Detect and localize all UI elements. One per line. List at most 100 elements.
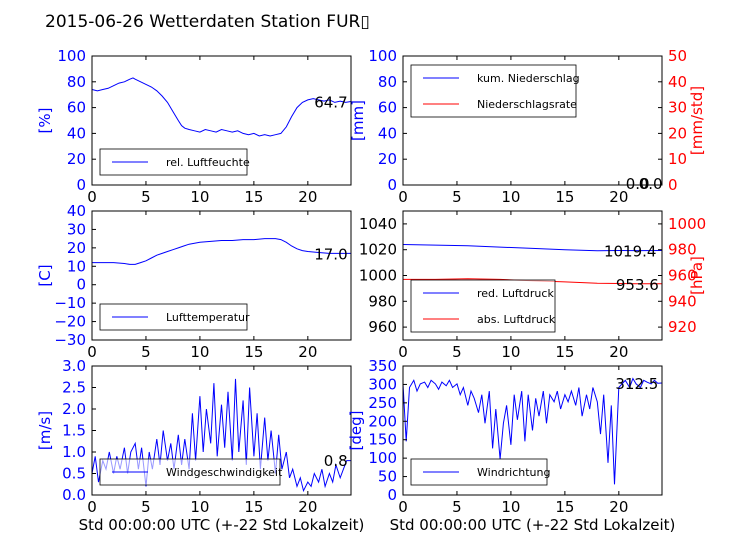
legend: rel. Luftfeuchte [99,148,250,176]
ytick-right-label: 20 [668,124,687,142]
series-group [92,378,351,493]
series-group [403,377,662,485]
ytick-label: 980 [368,292,397,310]
ytick-right-label: 960 [668,267,697,285]
legend: Lufttemperatur [99,303,250,331]
ytick-label: 0 [76,276,86,294]
ytick-label: 0 [387,176,397,194]
ytick-label: 0 [387,486,397,504]
ytick-label: −20 [54,313,86,331]
plot-frame [402,55,663,186]
xtick-label: 20 [609,498,628,516]
panel-wind_speed: 0.0 0.5 1.0 1.5 2.0 2.5 3.0 0 5 10 15 20 [m/s] Std 00… [36,357,364,534]
ylabel-right: [mm/std] [688,86,706,155]
legend-box [410,64,577,118]
ytick-label: 1.0 [62,443,86,461]
last-value-label: 17.0 [314,246,347,264]
ytick-label: 2.0 [62,400,86,418]
xlabel: Std 00:00:00 UTC (+-22 Std Lokalzeit) [390,516,676,534]
legend-label: Lufttemperatur [166,311,250,324]
plot-frame [402,365,663,496]
ytick-label: 0.5 [62,465,86,483]
xtick-label: 10 [190,343,209,361]
ylabel: [mm] [349,100,367,141]
ytick-label: 10 [67,257,86,275]
legend-label: Niederschlagsrate [477,98,577,111]
series-line-0 [403,377,662,485]
xtick-label: 10 [501,188,520,206]
ytick-label: 100 [368,449,397,467]
legend-label: kum. Niederschlag [477,72,580,85]
legend-box [410,279,556,333]
ytick-label: 100 [57,47,86,65]
ytick-right-label: 920 [668,318,697,336]
ytick-label: −10 [54,294,86,312]
xtick-label: 5 [141,188,151,206]
legend-label: abs. Luftdruck [477,313,556,326]
xtick-label: 15 [555,188,574,206]
ytick-label: 2.5 [62,379,86,397]
ytick-label: 3.0 [62,357,86,375]
series-group [92,238,351,265]
ytick-label: 350 [368,357,397,375]
legend: red. Luftdruck abs. Luftdruck [410,279,556,333]
legend: kum. Niederschlag Niederschlagsrate [410,64,580,118]
ytick-label: 100 [368,47,397,65]
ytick-label: 150 [368,431,397,449]
ytick-right-label: 40 [668,73,687,91]
ytick-label: 80 [67,73,86,91]
xtick-label: 20 [609,343,628,361]
xtick-label: 0 [87,343,97,361]
ytick-label: 1020 [359,241,397,259]
ytick-label: 200 [368,412,397,430]
xtick-label: 0 [398,188,408,206]
legend-label: Windrichtung [477,466,550,479]
ytick-label: 20 [67,150,86,168]
xtick-label: 20 [298,343,317,361]
xtick-label: 10 [190,498,209,516]
ytick-right-label: 10 [668,150,687,168]
xtick-label: 10 [501,343,520,361]
ytick-label: 40 [67,202,86,220]
ytick-right-label: 940 [668,292,697,310]
xtick-label: 15 [244,343,263,361]
xtick-label: 20 [298,188,317,206]
ylabel-right: [hPa] [688,256,706,295]
ytick-label: 60 [67,99,86,117]
panel-humidity: 0 20 40 60 80 100 0 5 10 15 20 [%] rel. Luftfeuchte 6… [36,47,352,206]
ytick-right-label: 1000 [668,215,706,233]
figure-title: 2015-06-26 Wetterdaten Station FUR▯ [45,12,370,32]
xtick-label: 20 [298,498,317,516]
ytick-right-label: 30 [668,99,687,117]
ytick-label: 20 [67,239,86,257]
ytick-label: 250 [368,394,397,412]
last-value-label: 1019.4 [604,242,657,260]
legend-label: Windgeschwindigkeit [166,466,283,479]
series-line-0 [92,77,351,137]
xtick-label: 5 [141,343,151,361]
ytick-label: 1000 [359,267,397,285]
ytick-right-label: 980 [668,241,697,259]
plot-frame [91,210,352,341]
legend-label: rel. Luftfeuchte [166,156,250,169]
ytick-label: −30 [54,331,86,349]
last-value-label: 0.8 [324,452,348,470]
xtick-label: 5 [452,188,462,206]
ytick-right-label: 50 [668,47,687,65]
series-line-0 [92,378,351,493]
legend: Windrichtung [410,458,550,486]
ylabel: [%] [36,108,54,134]
xtick-label: 0 [87,188,97,206]
ytick-label: 40 [378,124,397,142]
xtick-label: 15 [555,498,574,516]
xtick-label: 10 [501,498,520,516]
series-line-0 [92,238,351,265]
ytick-label: 960 [368,318,397,336]
xtick-label: 5 [452,498,462,516]
ylabel: [deg] [347,411,365,451]
ytick-label: 0 [76,176,86,194]
